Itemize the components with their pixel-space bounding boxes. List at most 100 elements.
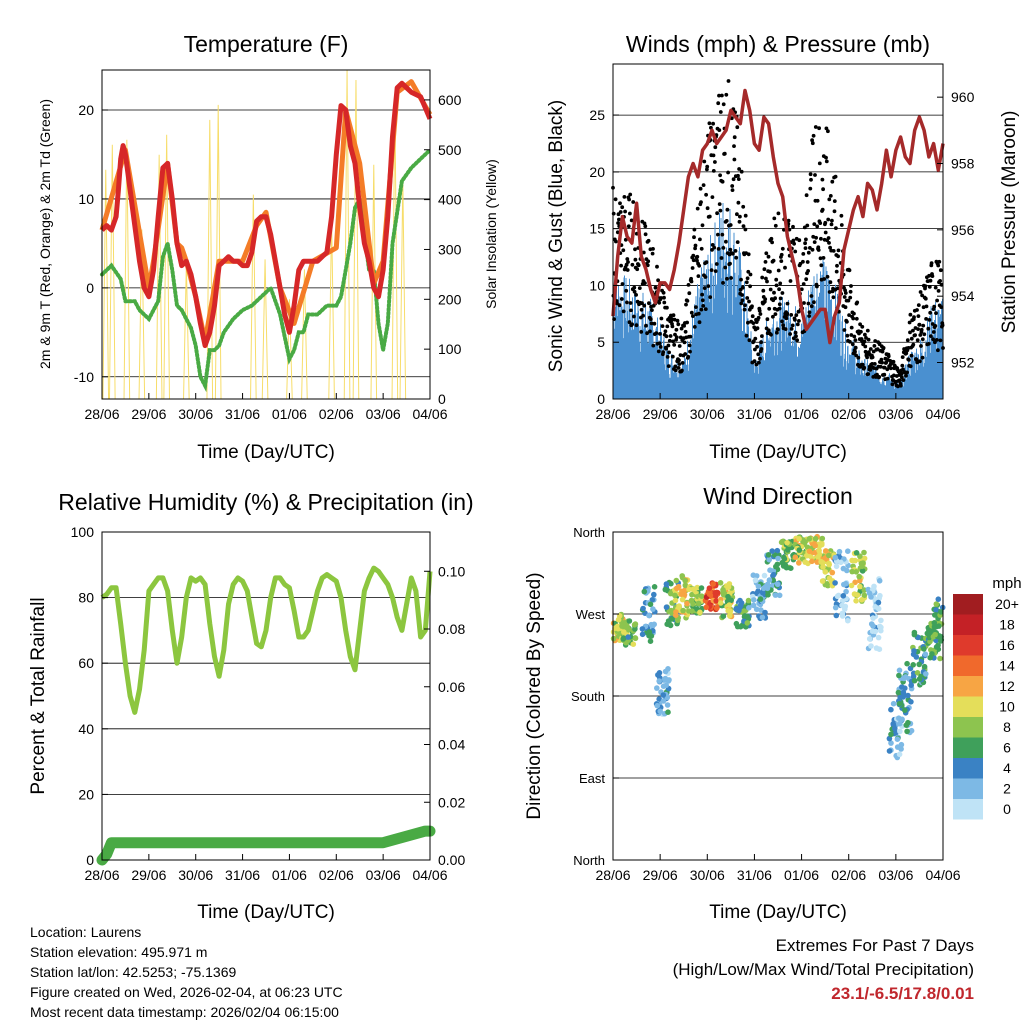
gust-point	[701, 183, 706, 188]
gust-point	[696, 311, 701, 316]
gust-point	[797, 319, 801, 323]
gust-point	[851, 316, 856, 321]
y2-tick-label: 956	[951, 222, 975, 238]
extremes-box: Extremes For Past 7 Days (High/Low/Max W…	[673, 934, 974, 1006]
colorbar-swatch	[953, 778, 983, 799]
gust-point	[740, 293, 744, 297]
station-latlon: Station lat/lon: 42.5253; -75.1369	[30, 964, 237, 980]
colorbar-title: mph	[992, 575, 1021, 592]
gust-point	[721, 281, 725, 285]
gust-point	[829, 222, 834, 227]
direction-point	[686, 586, 692, 593]
solar-spike	[163, 134, 170, 400]
direction-point	[620, 636, 626, 642]
gust-point	[716, 101, 721, 106]
temperature-y-ticks: -10 0 10 20	[74, 102, 108, 385]
direction-point	[832, 554, 839, 561]
colorbar-label: 0	[1003, 801, 1011, 817]
direction-point	[778, 539, 785, 546]
gust-point	[682, 324, 686, 328]
speed-colorbar: 20+ 18 16 14 12 10 8 6 4 2 0	[953, 594, 1019, 820]
direction-point	[854, 592, 861, 598]
gust-point	[735, 212, 739, 217]
gust-point	[739, 301, 744, 306]
gust-point	[685, 299, 690, 303]
gust-point	[670, 324, 675, 329]
x-tick-label: 04/06	[925, 867, 960, 883]
gust-point	[853, 349, 857, 354]
gust-point	[628, 301, 633, 305]
direction-point	[820, 564, 826, 570]
direction-point	[870, 615, 876, 621]
solar-spike	[155, 154, 163, 400]
gust-point	[724, 92, 729, 97]
gust-point	[679, 326, 684, 331]
direction-point	[932, 612, 939, 618]
gust-point	[697, 320, 702, 325]
gust-point	[938, 279, 942, 283]
gust-point	[880, 349, 885, 354]
y-tick-label: 15	[589, 221, 605, 237]
direction-point	[783, 564, 790, 571]
gust-point	[900, 355, 905, 359]
y2-tick-label: 400	[438, 192, 462, 208]
x-tick-label: 02/06	[831, 406, 866, 422]
gust-point	[826, 236, 831, 240]
gust-point	[688, 334, 693, 339]
gust-point	[691, 253, 696, 258]
gust-point	[694, 305, 698, 309]
gust-point	[691, 258, 696, 263]
direction-point	[896, 720, 903, 727]
direction-point	[663, 581, 670, 587]
gust-point	[745, 276, 750, 281]
gust-point	[774, 283, 779, 288]
gust-point	[928, 278, 933, 283]
solar-spike	[123, 139, 131, 400]
gust-point	[682, 340, 687, 345]
gust-point	[773, 223, 778, 228]
direction-point	[840, 565, 847, 572]
gust-point	[743, 227, 748, 232]
direction-point	[672, 597, 679, 604]
direction-x-ticks: 28/06 29/06 30/06 31/06 01/06 02/06 03/06 04/06	[595, 854, 961, 883]
direction-xlabel: Time (Day/UTC)	[709, 902, 847, 923]
gust-point	[640, 301, 644, 306]
gust-point	[739, 169, 744, 174]
gust-point	[671, 339, 675, 344]
gust-point	[918, 290, 923, 294]
direction-point	[894, 736, 901, 742]
gust-point	[862, 365, 867, 370]
direction-point	[843, 588, 849, 595]
y-tick-label: North	[573, 853, 605, 868]
gust-point	[845, 319, 849, 324]
gust-point	[718, 208, 723, 213]
gust-point	[805, 223, 810, 228]
direction-point	[819, 578, 826, 584]
y-tick-label: 0	[597, 391, 605, 407]
gust-point	[809, 177, 813, 182]
gust-point	[741, 224, 746, 229]
x-tick-label: 30/06	[178, 406, 213, 422]
gust-point	[743, 213, 748, 218]
gust-point	[815, 224, 820, 229]
winds-panel: Winds (mph) & Pressure (mb) 28/06 29/06 30…	[546, 31, 1020, 463]
gust-point	[812, 300, 816, 305]
gust-point	[825, 274, 830, 279]
direction-point	[737, 602, 744, 609]
y2-tick-label: 954	[951, 288, 975, 304]
gust-point	[806, 301, 811, 306]
direction-point	[899, 716, 905, 723]
gust-point	[674, 335, 679, 340]
winds-ylabel-right: Station Pressure (Maroon)	[999, 111, 1020, 334]
direction-point	[796, 560, 802, 566]
gust-point	[697, 263, 702, 268]
gust-point	[907, 320, 912, 325]
gust-point	[818, 256, 823, 261]
direction-point	[680, 607, 686, 614]
gust-point	[865, 328, 870, 333]
gust-point	[698, 237, 702, 242]
gust-point	[712, 245, 717, 250]
gust-point	[729, 276, 733, 280]
y-tick-label: 20	[589, 164, 605, 180]
gust-point	[693, 243, 698, 248]
